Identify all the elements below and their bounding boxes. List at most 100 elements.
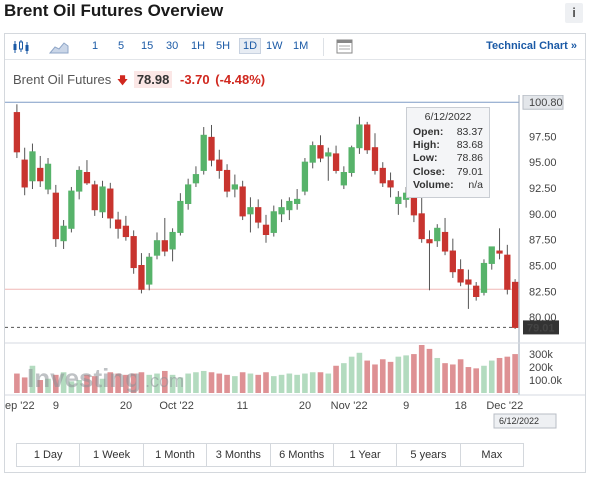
- price-tick-label: 90.00: [529, 209, 557, 221]
- candle-body: [395, 196, 402, 205]
- candle-body: [434, 227, 441, 242]
- period-6-months[interactable]: 6 Months: [270, 444, 334, 466]
- timeframe-1day[interactable]: 1D: [239, 38, 262, 54]
- tooltip-date: 6/12/2022: [424, 111, 472, 123]
- candle-body: [60, 225, 67, 242]
- candle-body: [29, 151, 36, 182]
- price-tick-label: 95.00: [529, 157, 557, 169]
- info-icon[interactable]: i: [565, 3, 583, 23]
- ohlc-tooltip: 6/12/2022 Open: 83.37 High: 83.68 Low: 78.8…: [406, 107, 490, 198]
- candle-body: [348, 147, 355, 173]
- candle-body: [309, 145, 316, 163]
- candle-body: [480, 262, 488, 293]
- candle-body: [223, 169, 231, 192]
- candle-body: [293, 198, 301, 205]
- volume-tick-label: 200k: [529, 362, 553, 374]
- candle-body: [91, 184, 98, 211]
- volume-bar: [364, 360, 371, 393]
- tooltip-row-high: High: 83.68: [413, 139, 483, 152]
- timeframe-15min[interactable]: 15: [141, 40, 154, 52]
- time-tick-label: 18: [455, 400, 467, 412]
- volume-bar: [68, 381, 75, 393]
- time-tick-label: 20: [299, 400, 311, 412]
- instrument-name: Brent Oil Futures: [13, 72, 112, 87]
- volume-bar: [177, 377, 184, 393]
- candle-body: [255, 207, 262, 223]
- candle-body: [231, 184, 239, 190]
- timeframe-30min[interactable]: 30: [166, 40, 179, 52]
- candlestick-chart-icon[interactable]: [11, 39, 31, 55]
- timeframe-1min[interactable]: 1: [92, 40, 99, 52]
- volume-bar: [333, 365, 339, 393]
- timeframe-1week[interactable]: 1W: [266, 40, 283, 52]
- volume-bar: [200, 370, 207, 393]
- candle-body: [185, 184, 192, 205]
- candle-body: [247, 207, 254, 215]
- technical-chart-link[interactable]: Technical Chart »: [486, 40, 577, 52]
- price-chart[interactable]: Investing .com 100.80 97.50 95.00 92.50 90.00 8…: [5, 95, 585, 438]
- volume-bar: [395, 356, 402, 393]
- period-1-day[interactable]: 1 Day: [17, 444, 81, 466]
- volume-bar: [37, 380, 44, 393]
- volume-bar: [450, 364, 456, 393]
- timeframe-5hour[interactable]: 5H: [216, 40, 231, 52]
- volume-bar: [278, 374, 285, 393]
- volume-bar: [457, 359, 464, 393]
- candle-body: [99, 186, 106, 213]
- candle-body: [192, 174, 200, 184]
- candle-body: [473, 285, 480, 298]
- time-tick-label: 20: [120, 400, 132, 412]
- candle-body: [465, 279, 472, 285]
- layout-icon[interactable]: [335, 39, 355, 55]
- candle-body: [488, 246, 495, 264]
- volume-bar: [426, 348, 433, 393]
- volume-tick-label: 100.0k: [529, 375, 563, 387]
- volume-bar: [372, 364, 378, 393]
- volume-bar: [294, 374, 300, 393]
- volume-bar: [84, 374, 90, 393]
- time-tick-label: 11: [237, 400, 248, 412]
- high-price-label: 100.80: [529, 97, 563, 109]
- tooltip-row-open: Open: 83.37: [413, 126, 483, 138]
- volume-bar: [123, 374, 129, 393]
- volume-bar: [99, 378, 106, 393]
- volume-bar: [247, 373, 254, 393]
- price-change: -3.70: [180, 72, 210, 87]
- period-1-month[interactable]: 1 Month: [143, 444, 208, 466]
- period-1-year[interactable]: 1 Year: [333, 444, 398, 466]
- volume-bar: [138, 372, 145, 393]
- candle-body: [122, 225, 130, 238]
- volume-bar: [130, 373, 137, 393]
- price-tick-label: 97.50: [529, 131, 557, 143]
- time-tick-label: 9: [403, 400, 409, 412]
- volume-bar: [309, 372, 316, 393]
- volume-bar: [154, 373, 160, 393]
- period-3-months[interactable]: 3 Months: [207, 444, 271, 466]
- volume-bar: [403, 355, 409, 393]
- volume-bar: [496, 357, 503, 393]
- volume-bar: [341, 363, 347, 393]
- tooltip-row-volume: Volume: n/a: [413, 178, 483, 191]
- area-chart-icon[interactable]: [49, 39, 69, 55]
- timeframe-1hour[interactable]: 1H: [191, 40, 206, 52]
- timeframe-1month[interactable]: 1M: [293, 40, 309, 52]
- volume-bar: [224, 374, 230, 393]
- cursor-date-badge: [493, 413, 557, 429]
- candle-body: [449, 250, 456, 273]
- volume-bar: [208, 372, 215, 393]
- candle-body: [130, 236, 137, 269]
- last-price-badge: [523, 320, 559, 335]
- candle-body: [169, 231, 176, 250]
- period-5-years[interactable]: 5 years: [397, 444, 461, 466]
- candle-body: [146, 256, 153, 285]
- widget-title: Brent Oil Futures Overview: [4, 1, 224, 20]
- volume-bar: [216, 373, 223, 393]
- candle-body: [37, 167, 44, 182]
- period-1-week[interactable]: 1 Week: [80, 444, 144, 466]
- period-max[interactable]: Max: [460, 444, 523, 466]
- candle-body: [216, 159, 223, 171]
- candle-body: [379, 167, 386, 184]
- timeframe-5min[interactable]: 5: [118, 40, 125, 52]
- volume-bar: [29, 365, 36, 393]
- volume-bar: [488, 360, 495, 393]
